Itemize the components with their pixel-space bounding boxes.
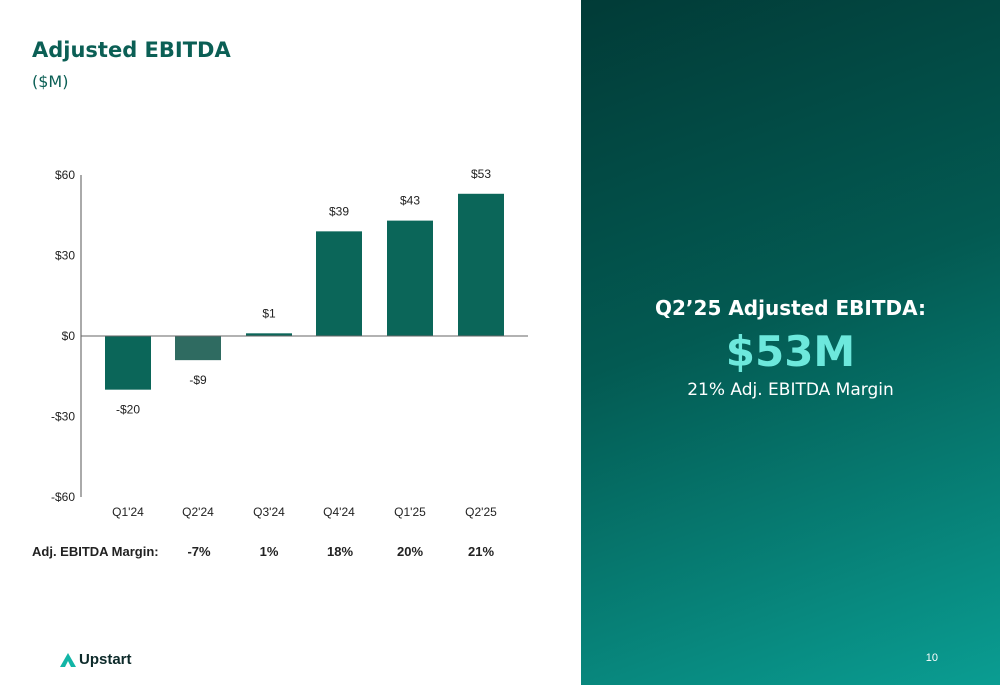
margin-value-q3-24: 1% xyxy=(259,544,279,559)
highlight-value: $53M xyxy=(725,327,856,376)
upstart-logo: Upstart xyxy=(60,651,132,668)
page-subtitle: ($M) xyxy=(32,72,69,91)
x-tick-label: Q1'24 xyxy=(112,505,144,519)
data-label: $53 xyxy=(471,167,491,181)
ebitda-bar-chart: $60 $30 $0 -$30 -$60 -$20 -$9 $1 $39 $43 $53 Q1'24 Q… xyxy=(51,167,528,519)
y-tick-label: -$30 xyxy=(51,410,75,424)
page-number: 10 xyxy=(925,652,938,664)
x-tick-label: Q2'25 xyxy=(465,505,497,519)
margin-label: Adj. EBITDA Margin: xyxy=(32,544,159,559)
data-label: $1 xyxy=(262,306,276,320)
x-tick-label: Q4'24 xyxy=(323,505,355,519)
margin-value-q1-25: 20% xyxy=(396,544,424,559)
bar-q3-24 xyxy=(246,333,292,336)
bar-q1-25 xyxy=(387,220,433,336)
y-tick-label: $30 xyxy=(55,249,75,263)
margin-value-q2-24: -7% xyxy=(187,544,211,559)
bar-q2-24 xyxy=(175,336,221,361)
margin-value-q4-24: 18% xyxy=(326,544,354,559)
logo-text: Upstart xyxy=(79,651,132,668)
margin-row: Adj. EBITDA Margin: -7% 1% 18% 20% 21% xyxy=(0,544,580,564)
margin-value-q2-25: 21% xyxy=(467,544,495,559)
x-tick-label: Q2'24 xyxy=(182,505,214,519)
data-label: -$20 xyxy=(116,403,140,417)
bar-q4-24 xyxy=(316,231,362,336)
bar-q1-24 xyxy=(105,336,151,390)
x-tick-label: Q1'25 xyxy=(394,505,426,519)
page-title: Adjusted EBITDA xyxy=(32,38,231,62)
data-label: $43 xyxy=(400,194,420,208)
data-label: $39 xyxy=(329,204,349,218)
upstart-logo-icon xyxy=(60,652,76,667)
y-tick-label: -$60 xyxy=(51,490,75,504)
y-tick-label: $60 xyxy=(55,168,75,182)
y-tick-label: $0 xyxy=(62,329,76,343)
x-tick-label: Q3'24 xyxy=(253,505,285,519)
highlight-subtext: 21% Adj. EBITDA Margin xyxy=(687,380,894,400)
bar-q2-25 xyxy=(458,193,504,336)
data-label: -$9 xyxy=(189,373,207,387)
highlight-heading: Q2’25 Adjusted EBITDA: xyxy=(655,296,926,320)
highlight-panel: Q2’25 Adjusted EBITDA: $53M 21% Adj. EBI… xyxy=(581,0,1000,685)
